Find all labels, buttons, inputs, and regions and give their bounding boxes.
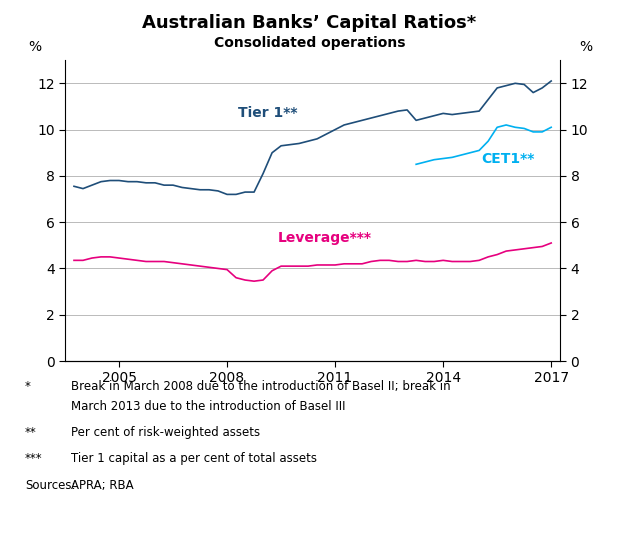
Text: March 2013 due to the introduction of Basel III: March 2013 due to the introduction of Ba… [71, 400, 345, 413]
Text: Australian Banks’ Capital Ratios*: Australian Banks’ Capital Ratios* [142, 14, 477, 32]
Text: %: % [28, 40, 41, 54]
Text: Sources:: Sources: [25, 479, 76, 492]
Text: *: * [25, 380, 30, 393]
Text: ***: *** [25, 452, 42, 465]
Text: **: ** [25, 426, 37, 439]
Text: Leverage***: Leverage*** [277, 231, 371, 245]
Text: Per cent of risk-weighted assets: Per cent of risk-weighted assets [71, 426, 261, 439]
Text: Tier 1**: Tier 1** [238, 106, 297, 120]
Text: Consolidated operations: Consolidated operations [214, 36, 405, 50]
Text: APRA; RBA: APRA; RBA [71, 479, 134, 492]
Text: Break in March 2008 due to the introduction of Basel II; break in: Break in March 2008 due to the introduct… [71, 380, 451, 393]
Text: %: % [579, 40, 592, 54]
Text: CET1**: CET1** [481, 152, 534, 166]
Text: Tier 1 capital as a per cent of total assets: Tier 1 capital as a per cent of total as… [71, 452, 317, 465]
